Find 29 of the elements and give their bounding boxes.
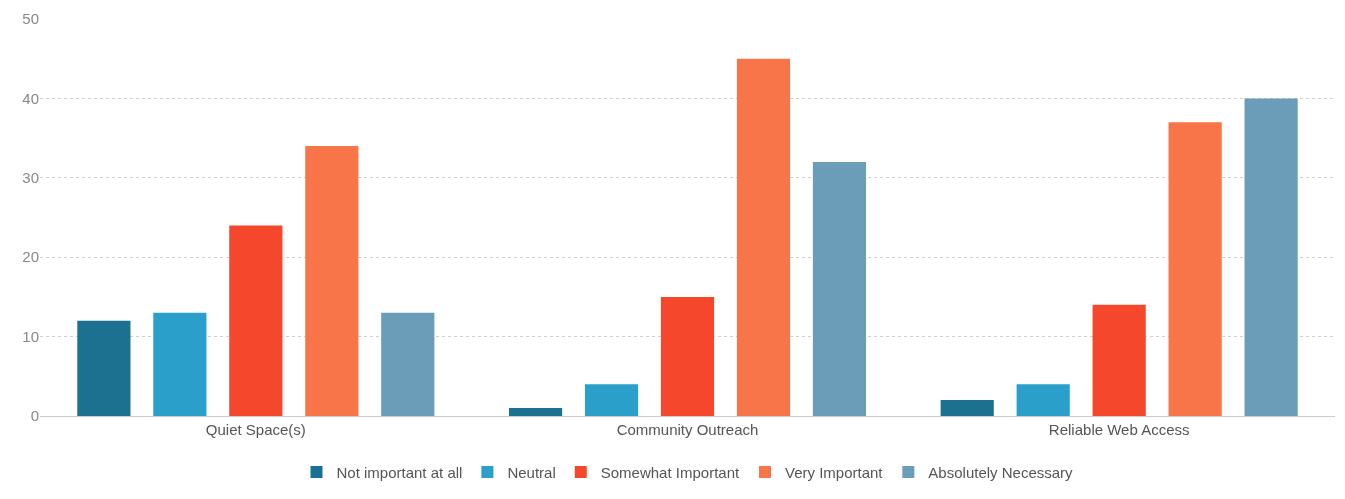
legend-label: Very Important [784, 463, 884, 481]
bar [229, 225, 283, 416]
y-tick-label: 40 [22, 89, 39, 107]
bar [1168, 122, 1222, 416]
y-tick-label: 50 [22, 10, 39, 28]
x-tick-label: Quiet Space(s) [205, 421, 306, 438]
bar [305, 146, 359, 416]
bar [381, 312, 435, 416]
legend-label: Neutral [507, 463, 556, 481]
bar [1092, 304, 1146, 416]
y-tick-label: 30 [22, 169, 39, 187]
legend-label: Somewhat Important [600, 463, 740, 481]
y-tick-label: 20 [22, 248, 39, 266]
bar [508, 408, 563, 416]
bar [584, 384, 639, 416]
bar [1016, 384, 1070, 416]
bar [1244, 98, 1298, 416]
bar [940, 400, 994, 416]
y-tick-label: 10 [22, 327, 39, 345]
bar [77, 320, 131, 416]
legend-label: Not important at all [336, 463, 463, 481]
bar [660, 296, 715, 416]
x-tick-label: Reliable Web Access [1048, 421, 1190, 438]
bar [736, 58, 791, 416]
legend-label: Absolutely Necessary [928, 463, 1074, 481]
y-tick-label: 0 [30, 407, 39, 425]
bar [812, 161, 867, 416]
x-tick-label: Community Outreach [616, 421, 759, 438]
bar [153, 312, 207, 416]
